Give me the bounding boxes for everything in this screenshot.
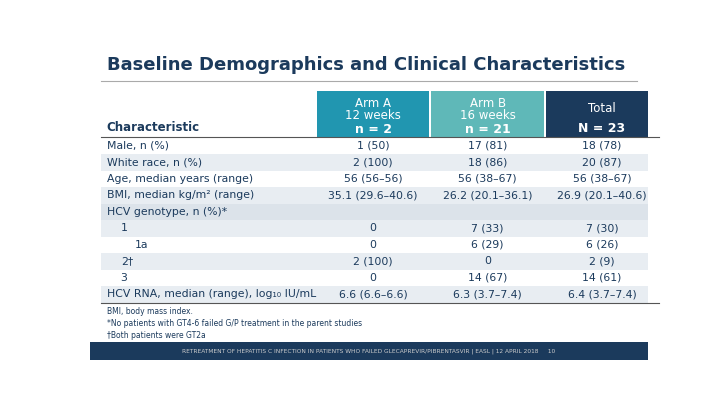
Text: 14 (61): 14 (61)	[582, 273, 621, 283]
Text: HCV genotype, n (%)*: HCV genotype, n (%)*	[107, 207, 227, 217]
Text: N = 23: N = 23	[578, 122, 626, 135]
Text: 6 (29): 6 (29)	[472, 240, 504, 250]
FancyBboxPatch shape	[317, 91, 429, 137]
Text: 56 (38–67): 56 (38–67)	[572, 174, 631, 184]
Text: White race, n (%): White race, n (%)	[107, 157, 202, 167]
Text: 16 weeks: 16 weeks	[459, 109, 516, 122]
FancyBboxPatch shape	[101, 237, 660, 253]
FancyBboxPatch shape	[101, 270, 660, 286]
FancyBboxPatch shape	[431, 91, 544, 137]
Text: 0: 0	[484, 256, 491, 266]
Text: 56 (38–67): 56 (38–67)	[458, 174, 517, 184]
Text: 6.4 (3.7–7.4): 6.4 (3.7–7.4)	[567, 290, 636, 299]
Text: Arm A: Arm A	[355, 97, 391, 110]
Text: †Both patients were GT2a: †Both patients were GT2a	[107, 331, 205, 340]
Text: 2 (9): 2 (9)	[589, 256, 615, 266]
FancyBboxPatch shape	[101, 154, 660, 171]
Text: 18 (78): 18 (78)	[582, 141, 621, 151]
FancyBboxPatch shape	[90, 342, 648, 360]
Text: n = 21: n = 21	[464, 124, 510, 136]
Text: Characteristic: Characteristic	[107, 122, 200, 134]
Text: 1a: 1a	[135, 240, 148, 250]
Text: Male, n (%): Male, n (%)	[107, 141, 168, 151]
FancyBboxPatch shape	[101, 220, 660, 237]
Text: 6.3 (3.7–7.4): 6.3 (3.7–7.4)	[453, 290, 522, 299]
FancyBboxPatch shape	[546, 91, 658, 137]
Text: 2†: 2†	[121, 256, 133, 266]
Text: 2 (100): 2 (100)	[354, 157, 393, 167]
Text: 7 (30): 7 (30)	[585, 224, 618, 233]
Text: 3: 3	[121, 273, 127, 283]
FancyBboxPatch shape	[101, 137, 660, 154]
Text: 17 (81): 17 (81)	[468, 141, 508, 151]
Text: 18 (86): 18 (86)	[468, 157, 508, 167]
Text: Baseline Demographics and Clinical Characteristics: Baseline Demographics and Clinical Chara…	[107, 56, 625, 75]
FancyBboxPatch shape	[101, 171, 660, 187]
Text: 14 (67): 14 (67)	[468, 273, 508, 283]
Text: HCV RNA, median (range), log₁₀ IU/mL: HCV RNA, median (range), log₁₀ IU/mL	[107, 290, 316, 299]
Text: 12 weeks: 12 weeks	[346, 109, 401, 122]
Text: 0: 0	[369, 224, 377, 233]
Text: 0: 0	[369, 273, 377, 283]
Text: BMI, body mass index.: BMI, body mass index.	[107, 307, 193, 316]
Text: 6 (26): 6 (26)	[585, 240, 618, 250]
FancyBboxPatch shape	[101, 204, 660, 220]
FancyBboxPatch shape	[101, 187, 660, 204]
Text: 2 (100): 2 (100)	[354, 256, 393, 266]
Text: BMI, median kg/m² (range): BMI, median kg/m² (range)	[107, 190, 254, 200]
Text: 26.9 (20.1–40.6): 26.9 (20.1–40.6)	[557, 190, 647, 200]
Text: 56 (56–56): 56 (56–56)	[344, 174, 402, 184]
Text: 6.6 (6.6–6.6): 6.6 (6.6–6.6)	[339, 290, 408, 299]
Text: 7 (33): 7 (33)	[472, 224, 504, 233]
Text: 35.1 (29.6–40.6): 35.1 (29.6–40.6)	[328, 190, 418, 200]
FancyBboxPatch shape	[101, 286, 660, 303]
Text: 0: 0	[369, 240, 377, 250]
Text: Arm B: Arm B	[469, 97, 505, 110]
Text: 1 (50): 1 (50)	[357, 141, 390, 151]
Text: Total: Total	[588, 102, 616, 115]
Text: 1: 1	[121, 224, 127, 233]
Text: RETREATMENT OF HEPATITIS C INFECTION IN PATIENTS WHO FAILED GLECAPREVIR/PIBRENTA: RETREATMENT OF HEPATITIS C INFECTION IN …	[182, 348, 556, 354]
Text: 20 (87): 20 (87)	[582, 157, 621, 167]
FancyBboxPatch shape	[101, 253, 660, 270]
Text: Age, median years (range): Age, median years (range)	[107, 174, 253, 184]
Text: n = 2: n = 2	[355, 124, 392, 136]
Text: 26.2 (20.1–36.1): 26.2 (20.1–36.1)	[443, 190, 532, 200]
Text: *No patients with GT4-6 failed G/P treatment in the parent studies: *No patients with GT4-6 failed G/P treat…	[107, 319, 362, 328]
